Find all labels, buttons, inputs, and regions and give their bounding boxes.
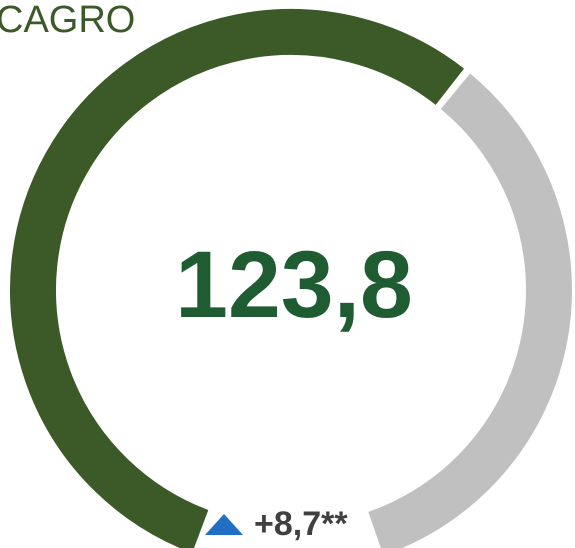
gauge-value-arc xyxy=(10,9,464,548)
chart-title: CAGRO xyxy=(0,0,135,41)
gauge-value: 123,8 xyxy=(175,232,413,338)
delta-label: +8,7** xyxy=(254,505,348,543)
gauge xyxy=(10,9,572,548)
gauge-track xyxy=(368,73,572,548)
up-arrow-icon xyxy=(205,514,243,535)
